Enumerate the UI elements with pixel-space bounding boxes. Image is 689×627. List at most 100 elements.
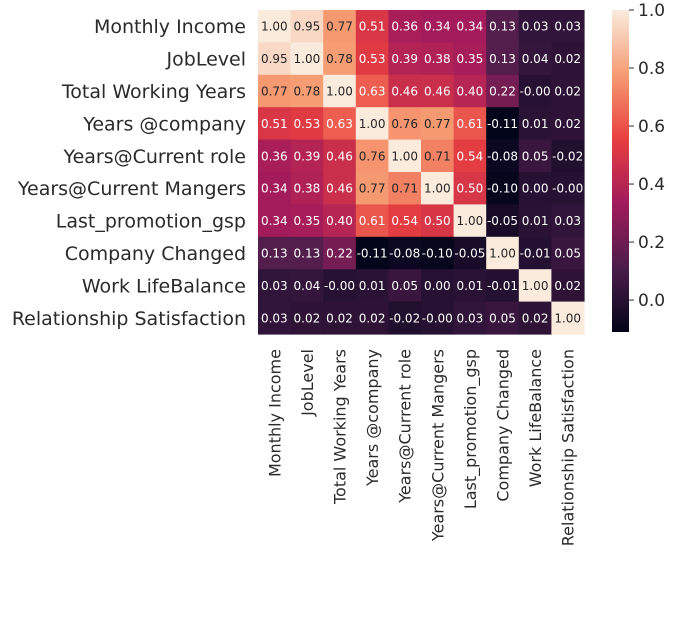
- heatmap-cell: [355, 269, 389, 303]
- heatmap-cell: [388, 301, 422, 335]
- heatmap-cell: [258, 172, 292, 205]
- cell-value-label: 0.77: [424, 117, 451, 131]
- heatmap-cell: [258, 107, 292, 141]
- cell-value-label: 0.50: [424, 214, 451, 228]
- heatmap-cell: [290, 172, 324, 205]
- cell-value-label: 0.13: [294, 247, 321, 261]
- x-tick-label: Relationship Satisfaction: [559, 349, 578, 546]
- heatmap-cell: [388, 42, 422, 76]
- heatmap-cell: [323, 301, 357, 335]
- heatmap-cell: [486, 172, 520, 205]
- heatmap-cell: [388, 204, 422, 238]
- cell-value-label: 0.38: [294, 182, 321, 196]
- heatmap-cell: [323, 10, 357, 43]
- cell-value-label: 0.13: [261, 247, 288, 261]
- cell-value-label: 0.63: [359, 85, 386, 99]
- heatmap-cell: [323, 139, 357, 173]
- cell-value-label: 0.78: [294, 85, 321, 99]
- heatmap-cell: [258, 236, 292, 270]
- cell-value-label: -0.00: [552, 182, 583, 196]
- cell-value-label: 1.00: [554, 311, 581, 325]
- cell-value-label: 0.01: [359, 279, 386, 293]
- heatmap-cell: [323, 172, 357, 205]
- cell-value-label: 1.00: [326, 85, 353, 99]
- cell-value-label: -0.00: [324, 279, 355, 293]
- cell-value-label: 0.53: [294, 117, 321, 131]
- heatmap-cell: [388, 236, 422, 270]
- heatmap-cell: [518, 74, 552, 108]
- heatmap-cell: [518, 10, 552, 43]
- y-tick-label: Last_promotion_gsp: [56, 211, 246, 233]
- heatmap-cell: [453, 236, 487, 270]
- heatmap-cell: [290, 204, 324, 238]
- heatmap-cell: [518, 204, 552, 238]
- cell-value-label: -0.08: [487, 149, 518, 163]
- cell-value-label: 0.50: [457, 182, 484, 196]
- cell-value-label: 0.40: [457, 85, 484, 99]
- heatmap-cell: [551, 236, 585, 270]
- cell-value-label: 0.54: [391, 214, 418, 228]
- heatmap-cell: [453, 172, 487, 205]
- x-tick-label: Total Working Years: [331, 349, 350, 505]
- heatmap-cell: [486, 139, 520, 173]
- cell-value-label: 1.00: [457, 214, 484, 228]
- heatmap-cell: [258, 269, 292, 303]
- cell-value-label: 0.61: [457, 117, 484, 131]
- cell-value-label: 0.39: [294, 149, 321, 163]
- heatmap-cell: [551, 204, 585, 238]
- cell-value-label: 0.03: [261, 311, 288, 325]
- heatmap-cell: [355, 74, 389, 108]
- cell-value-label: -0.01: [487, 279, 518, 293]
- cell-value-label: 0.40: [326, 214, 353, 228]
- heatmap-cell: [518, 42, 552, 76]
- x-tick-label: Company Changed: [494, 349, 513, 502]
- cell-value-label: 0.95: [294, 20, 321, 34]
- cell-value-label: 1.00: [391, 149, 418, 163]
- colorbar-tick-label: 0.8: [638, 59, 665, 79]
- cell-value-label: 0.03: [554, 20, 581, 34]
- cell-value-label: 0.05: [554, 247, 581, 261]
- cell-value-label: 0.36: [391, 20, 418, 34]
- heatmap-cell: [518, 236, 552, 270]
- cell-value-label: 0.34: [424, 20, 451, 34]
- cell-value-label: 0.02: [522, 311, 549, 325]
- colorbar-tick-label: 0.6: [638, 117, 665, 137]
- cell-value-label: 0.71: [391, 182, 418, 196]
- cell-value-label: 0.95: [261, 52, 288, 66]
- heatmap-cell: [551, 107, 585, 141]
- cell-value-label: -0.10: [422, 247, 453, 261]
- heatmap-cell: [323, 236, 357, 270]
- cell-value-label: 0.05: [489, 311, 516, 325]
- heatmap-cell: [421, 139, 455, 173]
- y-tick-label: Work LifeBalance: [82, 275, 246, 297]
- heatmap-cell: [551, 74, 585, 108]
- cell-value-label: 1.00: [424, 182, 451, 196]
- cell-value-label: 0.13: [489, 52, 516, 66]
- y-tick-label: Monthly Income: [94, 16, 246, 38]
- cell-value-label: -0.02: [552, 149, 583, 163]
- heatmap-cell: [323, 42, 357, 76]
- cell-value-label: -0.08: [389, 247, 420, 261]
- cell-value-label: -0.11: [357, 247, 388, 261]
- heatmap-cell: [388, 269, 422, 303]
- y-tick-label: JobLevel: [166, 49, 246, 71]
- cell-value-label: 0.05: [391, 279, 418, 293]
- heatmap-cell: [290, 269, 324, 303]
- x-tick-label: Years@Current role: [396, 349, 415, 504]
- cell-value-label: 0.53: [359, 52, 386, 66]
- heatmap-cell: [290, 10, 324, 43]
- cell-value-label: 0.61: [359, 214, 386, 228]
- y-tick-label: Company Changed: [65, 243, 246, 265]
- x-tick-label: Years@Current Mangers: [428, 349, 447, 542]
- heatmap-cell: [258, 204, 292, 238]
- cell-value-label: 0.00: [522, 182, 549, 196]
- heatmap-cell: [486, 301, 520, 335]
- heatmap-cell: [453, 74, 487, 108]
- heatmap-cell: [518, 301, 552, 335]
- y-tick-label: Total Working Years: [61, 81, 246, 103]
- cell-value-label: 0.00: [424, 279, 451, 293]
- cell-value-label: -0.05: [454, 247, 485, 261]
- x-tick-label: Last_promotion_gsp: [461, 349, 481, 509]
- heatmap-cell: [518, 107, 552, 141]
